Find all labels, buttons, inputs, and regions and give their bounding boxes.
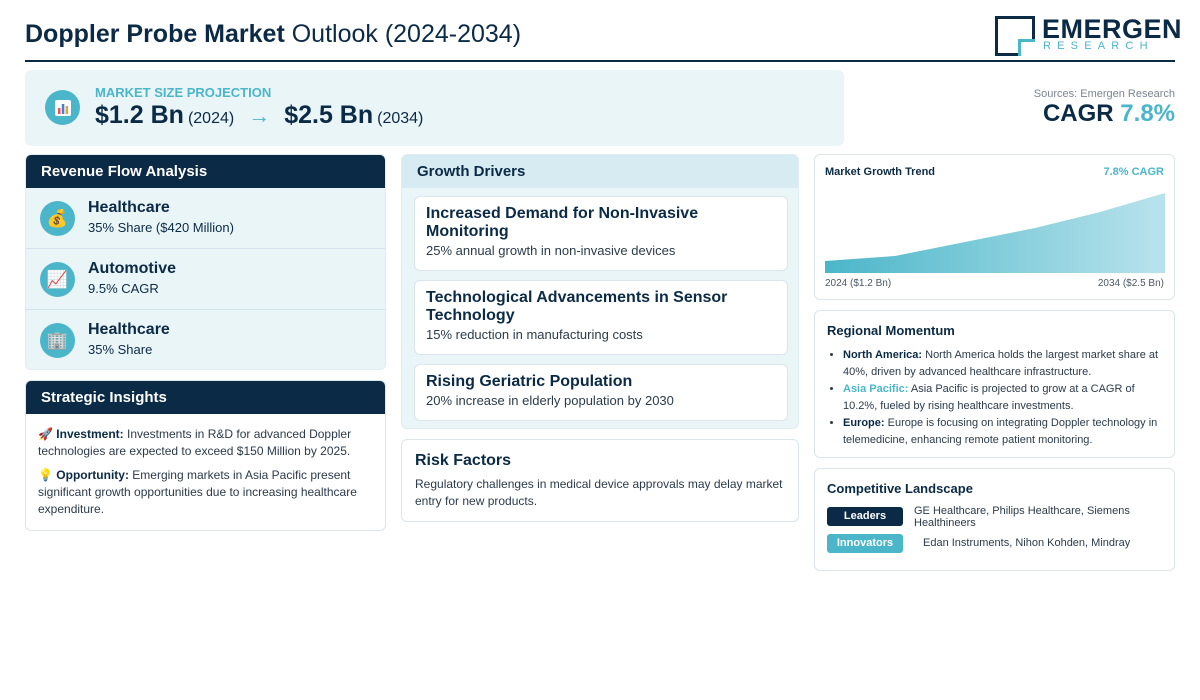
growth-drivers-title: Growth Drivers — [402, 155, 798, 188]
rocket-icon: 🚀 — [38, 427, 53, 441]
market-growth-trend-card: Market Growth Trend 7.8% CAGR 2024 ($1.2… — [814, 154, 1175, 300]
logo-mark-icon — [995, 16, 1035, 56]
revenue-flow-title: Revenue Flow Analysis — [26, 155, 385, 188]
driver-title: Increased Demand for Non-Invasive Monito… — [426, 205, 699, 240]
revenue-item-sub: 35% Share ($420 Million) — [88, 220, 234, 235]
strategic-insights-card: Strategic Insights 🚀 Investment: Investm… — [25, 380, 386, 531]
trend-area-chart — [825, 193, 1165, 273]
revenue-item: 📈 Automotive 9.5% CAGR — [26, 249, 385, 310]
strategic-insights-title: Strategic Insights — [26, 381, 385, 414]
revenue-item-sub: 9.5% CAGR — [88, 281, 159, 296]
money-bag-icon: 💰 — [40, 201, 75, 236]
cagr-value: 7.8% — [1120, 100, 1175, 127]
leaders-row: Leaders GE Healthcare, Philips Healthcar… — [827, 505, 1162, 532]
money-bag-glyph: 💰 — [46, 208, 69, 228]
driver-item: Rising Geriatric Population 20% increase… — [414, 364, 788, 421]
leaders-text: GE Healthcare, Philips Healthcare, Sieme… — [914, 505, 1130, 529]
regional-list: North America: North America holds the l… — [827, 347, 1162, 449]
page-header: Doppler Probe Market Outlook (2024-2034)… — [25, 12, 1182, 62]
page-title: Doppler Probe Market Outlook (2024-2034) — [25, 20, 521, 49]
insight-label: Opportunity: — [56, 468, 129, 482]
driver-item: Increased Demand for Non-Invasive Monito… — [414, 196, 788, 271]
end-value: $2.5 Bn — [284, 101, 374, 129]
trend-area — [825, 193, 1165, 273]
arrow-right-icon: → — [248, 103, 271, 128]
title-bold: Doppler Probe Market — [25, 20, 285, 48]
revenue-item-title: Healthcare — [88, 199, 170, 216]
emergen-logo: EMERGEN RESEARCH — [995, 14, 1182, 56]
revenue-item-title: Healthcare — [88, 321, 170, 338]
region-name: Asia Pacific: — [843, 383, 909, 395]
insight-label: Investment: — [56, 427, 124, 441]
regional-momentum-title: Regional Momentum — [827, 323, 955, 338]
insight-text: Emerging markets in Asia Pacific present… — [38, 468, 357, 516]
building-glyph: 🏢 — [46, 330, 69, 350]
driver-sub: 20% increase in elderly population by 20… — [426, 393, 674, 408]
trend-end-label: 2034 ($2.5 Bn) — [1097, 278, 1164, 289]
bar-chart-icon — [45, 90, 80, 125]
cagr-label: CAGR — [1042, 100, 1114, 127]
trend-start-label: 2024 ($1.2 Bn) — [825, 278, 892, 289]
innovators-text: Edan Instruments, Nihon Kohden, Mindray — [923, 537, 1131, 549]
region-text: Europe is focusing on integrating Dopple… — [843, 417, 1158, 446]
strategic-insights-body: 🚀 Investment: Investments in R&D for adv… — [26, 414, 385, 530]
region-text: North America holds the largest market s… — [843, 349, 1159, 378]
lightbulb-icon: 💡 — [38, 468, 53, 482]
driver-item: Technological Advancements in Sensor Tec… — [414, 280, 788, 355]
region-name: North America: — [843, 349, 923, 361]
insight-opportunity: 💡 Opportunity: Emerging markets in Asia … — [38, 467, 373, 518]
sources-text: Sources: Emergen Research — [1033, 88, 1175, 100]
projection-values: $1.2 Bn (2024) → $2.5 Bn (2034) — [95, 101, 423, 130]
building-icon: 🏢 — [40, 323, 75, 358]
trend-title: Market Growth Trend — [825, 166, 936, 178]
region-item: North America: North America holds the l… — [843, 347, 1162, 381]
revenue-item: 🏢 Healthcare 35% Share — [26, 310, 385, 369]
revenue-item-title: Automotive — [88, 260, 176, 277]
revenue-flow-card: Revenue Flow Analysis 💰 Healthcare 35% S… — [25, 154, 386, 370]
competitive-landscape-card: Competitive Landscape Leaders GE Healthc… — [814, 468, 1175, 571]
leaders-badge: Leaders — [827, 507, 903, 526]
growth-drivers-card: Growth Drivers Increased Demand for Non-… — [401, 154, 799, 429]
risk-factors-card: Risk Factors Regulatory challenges in me… — [401, 439, 799, 522]
innovators-badge: Innovators — [827, 534, 903, 553]
revenue-item: 💰 Healthcare 35% Share ($420 Million) — [26, 188, 385, 249]
insight-investment: 🚀 Investment: Investments in R&D for adv… — [38, 426, 373, 460]
start-year: (2024) — [187, 110, 235, 127]
trend-chart-icon: 📈 — [40, 262, 75, 297]
driver-sub: 25% annual growth in non-invasive device… — [426, 243, 676, 258]
region-item: Europe: Europe is focusing on integratin… — [843, 415, 1162, 449]
logo-sub-text: RESEARCH — [1043, 40, 1154, 52]
trend-cagr: 7.8% CAGR — [1103, 166, 1164, 178]
logo-main-text: EMERGEN — [1042, 14, 1183, 44]
risk-factors-title: Risk Factors — [415, 452, 512, 469]
start-value: $1.2 Bn — [95, 101, 184, 129]
title-rest: Outlook (2024-2034) — [284, 20, 522, 48]
competitive-landscape-title: Competitive Landscape — [827, 481, 973, 496]
revenue-item-sub: 35% Share — [88, 342, 153, 357]
regional-momentum-card: Regional Momentum North America: North A… — [814, 310, 1175, 458]
region-item: Asia Pacific: Asia Pacific is projected … — [843, 381, 1162, 415]
region-text: Asia Pacific is projected to grow at a C… — [843, 383, 1135, 412]
trend-chart-glyph: 📈 — [46, 269, 69, 289]
driver-sub: 15% reduction in manufacturing costs — [426, 327, 643, 342]
insight-text: Investments in R&D for advanced Doppler … — [38, 427, 352, 458]
market-size-projection: MARKET SIZE PROJECTION $1.2 Bn (2024) → $2.… — [25, 70, 844, 146]
cagr-headline: CAGR 7.8% — [1043, 100, 1175, 128]
risk-factors-text: Regulatory challenges in medical device … — [415, 477, 783, 508]
projection-label: MARKET SIZE PROJECTION — [95, 85, 272, 100]
driver-title: Rising Geriatric Population — [426, 373, 633, 390]
driver-title: Technological Advancements in Sensor Tec… — [426, 289, 728, 324]
end-year: (2034) — [377, 110, 424, 127]
innovators-row: Innovators Edan Instruments, Nihon Kohde… — [827, 532, 1162, 559]
region-name: Europe: — [843, 417, 885, 429]
